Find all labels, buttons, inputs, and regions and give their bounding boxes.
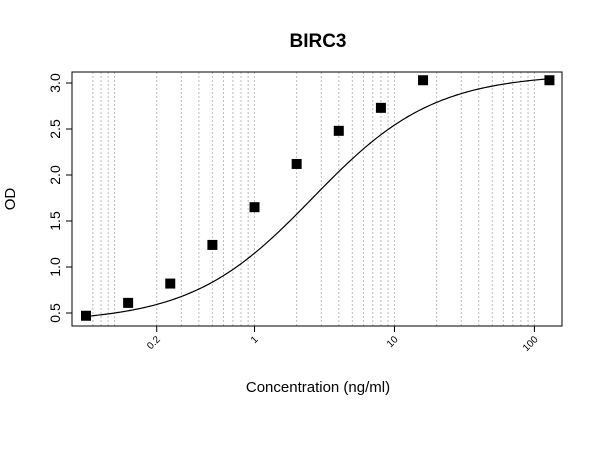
data-point (291, 158, 302, 169)
x-axis-label: Concentration (ng/ml) (246, 379, 390, 396)
data-point (249, 202, 260, 213)
fitted-curve (85, 78, 550, 317)
data-point (333, 125, 344, 136)
x-tick-label: 100 (521, 334, 541, 354)
data-point (123, 297, 134, 308)
x-tick-label: 1 (249, 334, 261, 346)
x-tick-label: 10 (385, 334, 401, 350)
chart-title: BIRC3 (289, 31, 346, 52)
y-tick-label: 3.0 (47, 73, 63, 93)
data-point (81, 310, 91, 321)
grid-lines (92, 72, 535, 326)
y-tick-label: 1.5 (47, 211, 63, 231)
y-tick-label: 2.0 (47, 165, 63, 185)
y-axis-label: OD (2, 188, 19, 211)
y-tick-label: 0.5 (47, 303, 63, 323)
data-point (165, 278, 176, 289)
data-point (207, 239, 218, 250)
plot-frame (71, 71, 563, 327)
y-tick-label: 2.5 (47, 119, 63, 139)
data-points (81, 75, 555, 321)
y-tick-label: 1.0 (47, 257, 63, 277)
x-tick-label: 0.2 (145, 334, 163, 352)
y-axis: 0.5 1.0 1.5 2.0 2.5 3.0 (47, 73, 72, 323)
data-point (544, 75, 555, 86)
x-axis: 0.2 1 10 100 (145, 326, 541, 354)
data-point (418, 75, 429, 86)
data-point (375, 102, 386, 113)
